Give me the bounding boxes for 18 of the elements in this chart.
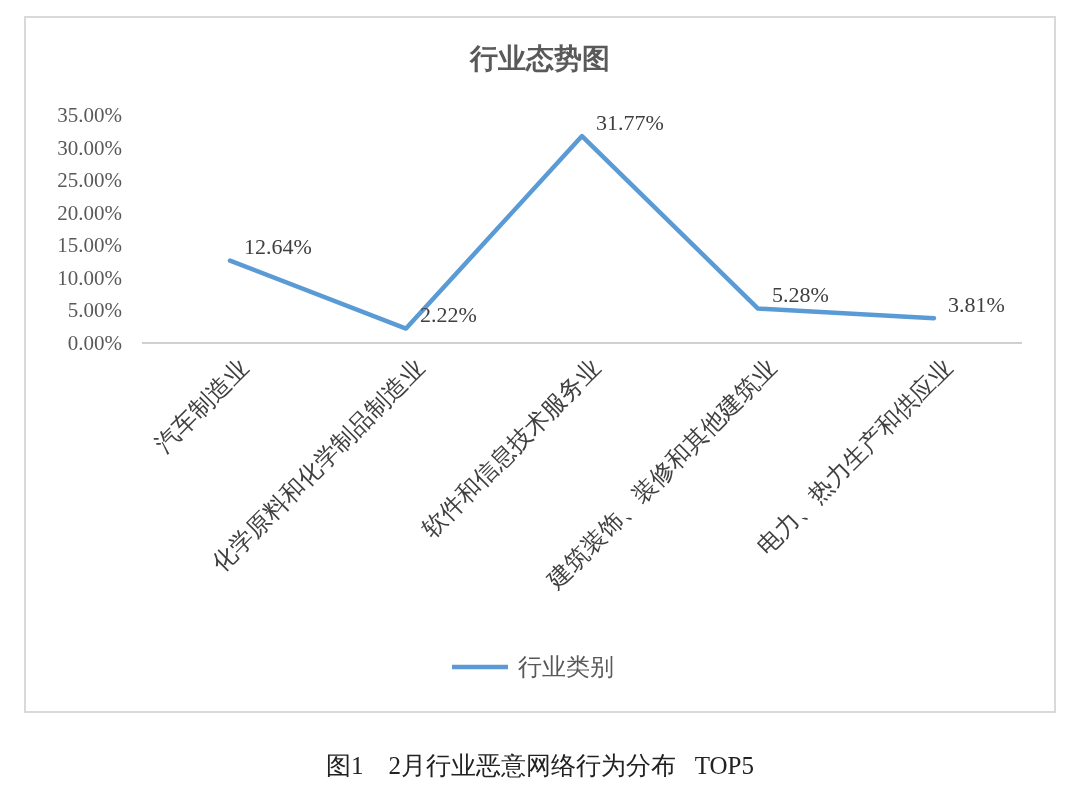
y-tick-label: 30.00% — [57, 135, 122, 160]
data-label: 31.77% — [596, 109, 664, 135]
y-tick-label: 0.00% — [67, 331, 122, 355]
data-label: 12.64% — [244, 234, 312, 260]
y-tick-label: 35.00% — [57, 103, 122, 127]
y-tick-label: 5.00% — [67, 298, 122, 323]
data-label: 5.28% — [772, 282, 829, 308]
caption: 图1 2月行业恶意网络行为分布 TOP5 — [325, 751, 755, 779]
data-label: 3.81% — [948, 291, 1005, 317]
chart-title: 行业态势图 — [469, 43, 610, 74]
x-tick-label: 汽车制造业 — [150, 354, 254, 458]
y-tick-label: 10.00% — [57, 265, 122, 290]
data-label: 2.22% — [420, 302, 477, 328]
legend-行业类别: 行业类别 — [452, 654, 614, 680]
y-tick-label: 15.00% — [57, 233, 122, 258]
legend-label: 行业类别 — [518, 654, 614, 680]
y-tick-label: 20.00% — [57, 200, 122, 225]
y-tick-label: 25.00% — [57, 168, 122, 193]
